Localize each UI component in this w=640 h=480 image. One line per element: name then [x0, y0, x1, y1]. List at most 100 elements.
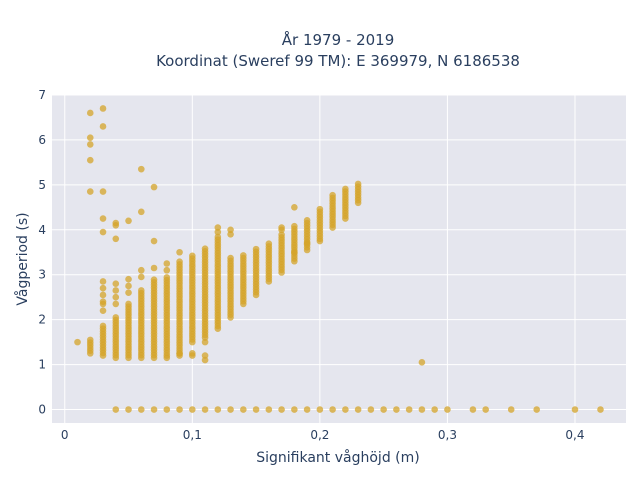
- y-tick-label: 3: [38, 268, 46, 282]
- data-point: [112, 280, 120, 288]
- data-point: [227, 254, 234, 262]
- data-point: [112, 300, 120, 308]
- chart-title-line1: År 1979 - 2019: [282, 30, 395, 49]
- tick-labels: 0 0,1 0,2 0,3 0,4 0 1 2 3 4 5 6 7: [38, 88, 584, 442]
- data-point: [137, 165, 145, 173]
- data-point: [86, 156, 94, 164]
- data-point: [303, 406, 311, 413]
- data-point: [99, 300, 107, 308]
- data-point: [99, 278, 107, 285]
- data-point: [99, 307, 107, 314]
- data-point: [291, 248, 298, 256]
- data-point: [354, 180, 362, 188]
- x-axis-label: Signifikant våghöjd (m): [256, 449, 419, 466]
- y-tick-label: 4: [38, 223, 46, 237]
- data-point: [125, 217, 132, 225]
- data-point: [303, 239, 311, 247]
- y-axis-label: Vågperiod (s): [14, 212, 31, 305]
- data-point: [86, 141, 94, 148]
- data-point: [150, 264, 158, 272]
- data-point: [86, 134, 94, 141]
- data-point: [163, 260, 171, 267]
- data-point: [240, 406, 247, 413]
- data-point: [201, 406, 209, 413]
- data-point: [278, 231, 285, 239]
- data-point: [99, 322, 107, 330]
- y-tick-label: 1: [38, 358, 46, 372]
- x-tick-label: 0,1: [183, 428, 202, 442]
- data-point: [189, 352, 196, 359]
- data-point: [342, 406, 349, 413]
- data-point: [112, 314, 120, 321]
- x-tick-label: 0: [61, 428, 69, 442]
- data-point: [265, 240, 273, 248]
- data-point: [112, 235, 120, 243]
- data-point: [163, 406, 171, 413]
- data-point: [444, 406, 451, 413]
- data-point: [571, 406, 579, 413]
- data-point: [163, 354, 171, 362]
- data-point: [418, 359, 426, 366]
- data-point: [99, 215, 107, 222]
- data-point: [291, 222, 298, 230]
- data-point: [176, 258, 183, 266]
- data-point: [86, 188, 94, 195]
- data-point: [150, 276, 158, 283]
- data-point: [86, 336, 94, 344]
- data-point: [405, 406, 413, 413]
- data-point: [125, 406, 132, 413]
- data-point: [163, 274, 171, 281]
- y-tick-label: 6: [38, 133, 46, 147]
- data-point: [342, 185, 349, 193]
- data-point: [137, 287, 145, 294]
- data-point: [99, 123, 107, 130]
- data-point: [367, 406, 375, 413]
- data-point: [469, 406, 477, 413]
- data-point: [214, 228, 222, 236]
- data-point: [137, 273, 145, 281]
- data-point: [137, 406, 145, 413]
- data-point: [99, 188, 107, 195]
- data-point: [227, 230, 234, 238]
- data-point: [201, 245, 209, 252]
- data-point: [125, 289, 132, 297]
- data-point: [176, 406, 183, 413]
- y-tick-label: 2: [38, 313, 46, 327]
- data-point: [597, 406, 604, 413]
- data-point: [112, 293, 120, 301]
- data-point: [150, 237, 158, 245]
- data-point: [316, 406, 324, 413]
- y-tick-label: 7: [38, 88, 46, 102]
- data-point: [533, 406, 541, 413]
- data-point: [150, 406, 158, 413]
- data-point: [99, 105, 107, 112]
- data-point: [329, 406, 336, 413]
- data-point: [431, 406, 438, 413]
- data-point: [291, 204, 298, 211]
- data-point: [176, 248, 183, 256]
- y-tick-label: 0: [38, 403, 46, 417]
- data-point: [252, 245, 260, 253]
- data-point: [418, 406, 426, 413]
- data-point: [201, 338, 209, 346]
- data-point: [112, 287, 120, 294]
- data-point: [201, 356, 209, 364]
- x-tick-label: 0,4: [565, 428, 584, 442]
- data-point: [214, 406, 222, 413]
- data-point: [291, 406, 298, 413]
- data-point: [278, 406, 285, 413]
- data-point: [278, 226, 285, 234]
- data-point: [125, 282, 132, 290]
- data-point: [112, 222, 120, 229]
- data-point: [189, 252, 196, 260]
- x-tick-label: 0,3: [438, 428, 457, 442]
- data-point: [99, 284, 107, 292]
- data-point: [354, 406, 362, 413]
- y-tick-label: 5: [38, 178, 46, 192]
- data-point: [507, 406, 515, 413]
- data-point: [137, 266, 145, 274]
- data-point: [99, 291, 107, 299]
- x-tick-label: 0,2: [310, 428, 329, 442]
